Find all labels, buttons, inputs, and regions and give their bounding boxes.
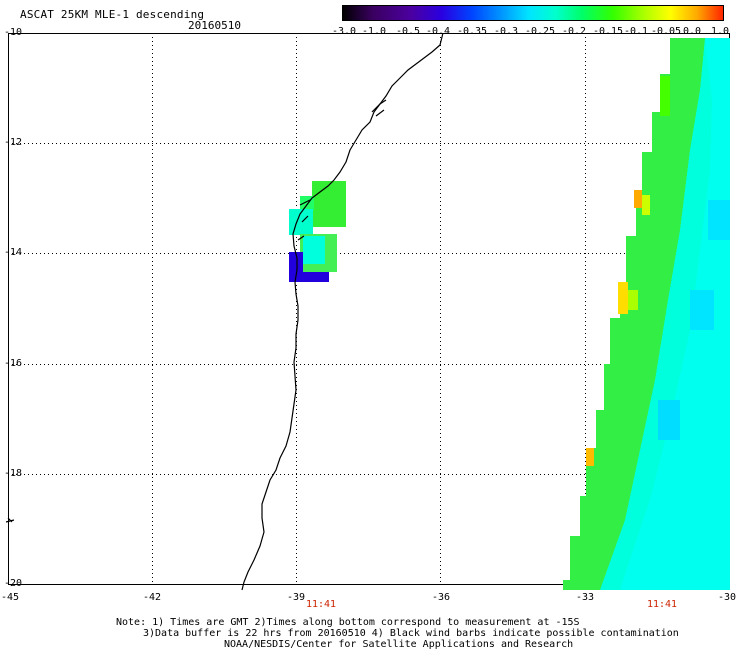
colorbar-label: -0.5 bbox=[395, 26, 421, 37]
lat-label: -16 bbox=[4, 358, 23, 369]
coast-fragment bbox=[5, 517, 15, 523]
lon-label: -30 bbox=[717, 592, 737, 603]
colorbar-label: -3.0 bbox=[331, 26, 357, 37]
lon-label: -42 bbox=[142, 592, 162, 603]
coastline bbox=[241, 32, 444, 591]
lon-label: -45 bbox=[0, 592, 20, 603]
ocean-swath bbox=[563, 38, 730, 590]
lat-label: -12 bbox=[4, 137, 23, 148]
colorbar-label: -1.0 bbox=[361, 26, 387, 37]
colorbar-label: -0.05 bbox=[650, 26, 682, 37]
lon-label: -33 bbox=[575, 592, 595, 603]
product-date: 20160510 bbox=[188, 19, 241, 32]
coastline-detail bbox=[297, 99, 387, 241]
lat-label: -14 bbox=[4, 247, 23, 258]
colorbar bbox=[342, 5, 724, 21]
lon-label: -39 bbox=[286, 592, 306, 603]
lat-label: -18 bbox=[4, 468, 23, 479]
colorbar-label: -0.1 bbox=[623, 26, 649, 37]
product-title: ASCAT 25KM MLE-1 descending bbox=[20, 8, 205, 21]
colorbar-label: 0.0 bbox=[682, 26, 702, 37]
note-line-3: NOAA/NESDIS/Center for Satellite Applica… bbox=[224, 639, 574, 650]
lat-label: -10 bbox=[4, 27, 23, 38]
lon-label: -36 bbox=[431, 592, 451, 603]
colorbar-label: 1.0 bbox=[710, 26, 730, 37]
colorbar-label: -0.35 bbox=[456, 26, 488, 37]
pass-time-label: 11:41 bbox=[646, 599, 678, 610]
colorbar-label: -0.4 bbox=[425, 26, 451, 37]
lat-label: -20 bbox=[4, 578, 23, 589]
colorbar-label: -0.15 bbox=[592, 26, 624, 37]
colorbar-label: -0.3 bbox=[493, 26, 519, 37]
colorbar-label: -0.25 bbox=[524, 26, 556, 37]
pass-time-label: 11:41 bbox=[305, 599, 337, 610]
colorbar-label: -0.2 bbox=[561, 26, 587, 37]
note-line-2: 3)Data buffer is 22 hrs from 20160510 4)… bbox=[143, 628, 679, 639]
note-line-1: Note: 1) Times are GMT 2)Times along bot… bbox=[116, 617, 580, 628]
